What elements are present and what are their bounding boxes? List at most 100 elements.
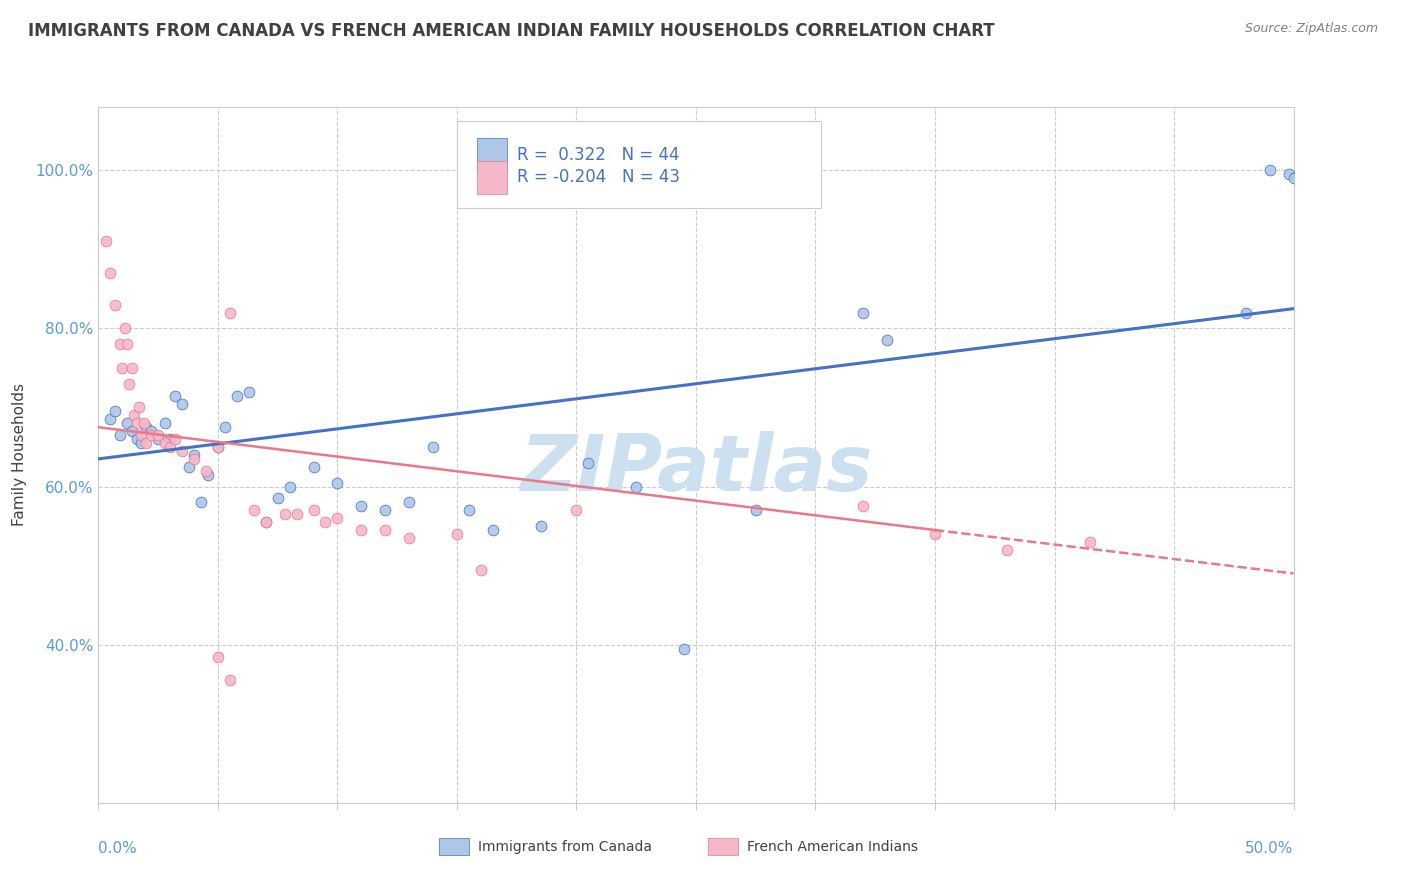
- Point: [118, 376, 141, 391]
- Point: [745, 503, 768, 517]
- FancyBboxPatch shape: [439, 838, 470, 855]
- Point: [197, 467, 219, 482]
- Point: [155, 417, 177, 431]
- Point: [876, 333, 898, 347]
- Text: 0.0%: 0.0%: [98, 841, 138, 856]
- Point: [398, 495, 420, 509]
- Point: [285, 507, 308, 521]
- Point: [183, 448, 205, 462]
- Point: [302, 503, 325, 517]
- Point: [852, 500, 875, 514]
- Point: [135, 420, 157, 434]
- Point: [326, 511, 349, 525]
- Point: [470, 563, 492, 577]
- Point: [374, 523, 396, 537]
- Point: [374, 503, 396, 517]
- Point: [115, 417, 138, 431]
- Point: [111, 361, 134, 376]
- Point: [1278, 167, 1301, 181]
- FancyBboxPatch shape: [457, 121, 821, 208]
- Point: [278, 479, 301, 493]
- Point: [179, 459, 201, 474]
- FancyBboxPatch shape: [709, 838, 738, 855]
- Point: [254, 515, 277, 529]
- Point: [924, 527, 946, 541]
- Point: [121, 361, 143, 376]
- Point: [124, 409, 146, 423]
- Point: [98, 412, 122, 426]
- Point: [446, 527, 468, 541]
- Y-axis label: Family Households: Family Households: [13, 384, 27, 526]
- Point: [315, 515, 337, 529]
- Point: [163, 432, 186, 446]
- Point: [219, 673, 242, 688]
- Point: [422, 440, 444, 454]
- Point: [624, 479, 647, 493]
- Point: [481, 523, 505, 537]
- Point: [108, 428, 131, 442]
- Text: ZIPatlas: ZIPatlas: [520, 431, 872, 507]
- Text: Source: ZipAtlas.com: Source: ZipAtlas.com: [1244, 22, 1378, 36]
- Point: [108, 337, 131, 351]
- Point: [172, 396, 194, 410]
- Point: [172, 444, 194, 458]
- Point: [104, 404, 127, 418]
- Point: [350, 500, 373, 514]
- Point: [398, 531, 420, 545]
- Point: [131, 436, 153, 450]
- Point: [226, 389, 249, 403]
- Point: [350, 523, 373, 537]
- Point: [155, 436, 177, 450]
- Point: [104, 298, 127, 312]
- Text: R =  0.322   N = 44: R = 0.322 N = 44: [517, 146, 679, 164]
- Point: [132, 417, 155, 431]
- Point: [1258, 163, 1281, 178]
- Point: [207, 649, 229, 664]
- Point: [1080, 535, 1102, 549]
- Point: [194, 464, 217, 478]
- Point: [128, 401, 150, 415]
- Point: [98, 266, 122, 280]
- Point: [267, 491, 290, 506]
- FancyBboxPatch shape: [477, 161, 508, 194]
- Point: [190, 495, 212, 509]
- Point: [159, 432, 181, 446]
- Point: [148, 428, 170, 442]
- Point: [139, 428, 162, 442]
- Point: [219, 305, 242, 319]
- Point: [576, 456, 599, 470]
- Point: [139, 424, 162, 438]
- Point: [673, 641, 696, 656]
- Point: [565, 503, 588, 517]
- Point: [302, 459, 325, 474]
- Point: [207, 440, 229, 454]
- Point: [207, 440, 229, 454]
- Point: [214, 420, 236, 434]
- Point: [163, 389, 186, 403]
- Point: [852, 305, 875, 319]
- Point: [995, 542, 1018, 557]
- Point: [274, 507, 297, 521]
- Text: R = -0.204   N = 43: R = -0.204 N = 43: [517, 169, 679, 186]
- Point: [1234, 305, 1257, 319]
- Point: [243, 503, 266, 517]
- Point: [159, 440, 181, 454]
- Text: Immigrants from Canada: Immigrants from Canada: [478, 839, 652, 854]
- Point: [125, 417, 148, 431]
- Point: [94, 235, 117, 249]
- Point: [131, 428, 153, 442]
- Point: [148, 432, 170, 446]
- Point: [326, 475, 349, 490]
- Point: [121, 424, 143, 438]
- Point: [135, 436, 157, 450]
- Text: French American Indians: French American Indians: [748, 839, 918, 854]
- FancyBboxPatch shape: [477, 138, 508, 172]
- Point: [183, 451, 205, 466]
- Text: IMMIGRANTS FROM CANADA VS FRENCH AMERICAN INDIAN FAMILY HOUSEHOLDS CORRELATION C: IMMIGRANTS FROM CANADA VS FRENCH AMERICA…: [28, 22, 995, 40]
- Text: 50.0%: 50.0%: [1246, 841, 1294, 856]
- Point: [238, 384, 260, 399]
- Point: [1282, 171, 1305, 186]
- Point: [125, 432, 148, 446]
- Point: [458, 503, 481, 517]
- Point: [529, 519, 551, 533]
